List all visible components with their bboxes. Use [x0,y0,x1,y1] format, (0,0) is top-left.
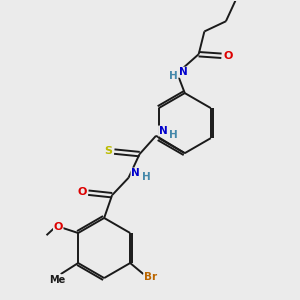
Text: O: O [224,51,233,61]
Text: S: S [105,146,112,156]
Text: Br: Br [144,272,157,282]
Text: O: O [78,187,87,197]
Text: Me: Me [50,275,66,285]
Text: H: H [142,172,151,182]
Text: N: N [178,67,187,77]
Text: H: H [169,71,178,81]
Text: N: N [131,168,140,178]
Text: H: H [169,130,178,140]
Text: N: N [159,126,167,136]
Text: O: O [53,222,63,232]
